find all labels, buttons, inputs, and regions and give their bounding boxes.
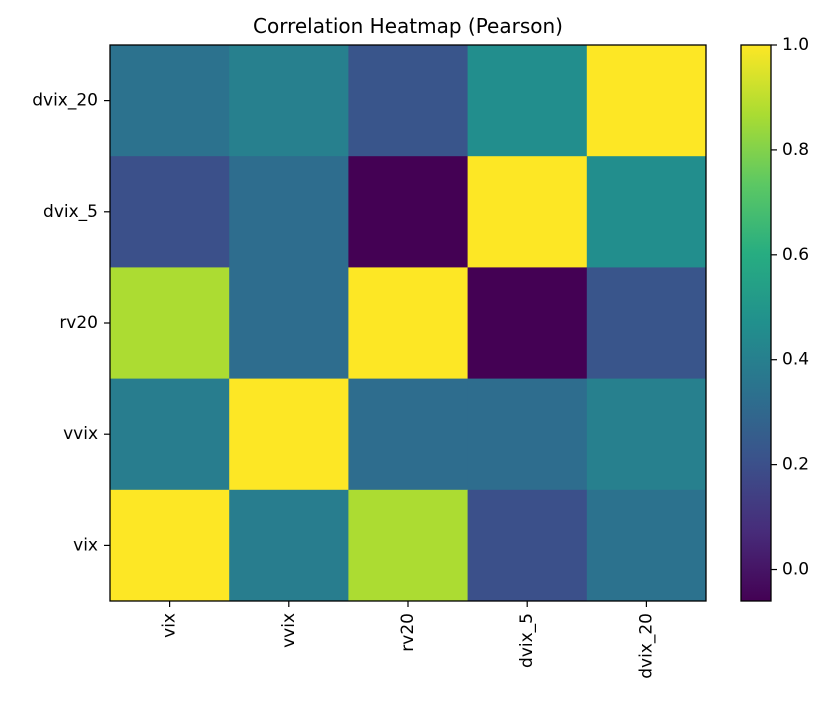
x-tick-label: dvix_5	[517, 613, 537, 668]
colorbar-tick-label: 0.8	[782, 140, 809, 160]
heatmap-cell	[348, 156, 469, 268]
y-axis: dvix_20 dvix_5 rv20 vvix vix	[32, 91, 110, 555]
x-tick-label: rv20	[398, 613, 418, 652]
y-tick-label: dvix_5	[43, 202, 98, 222]
y-tick-label: dvix_20	[32, 91, 98, 111]
colorbar-tick-label: 0.6	[782, 245, 809, 265]
heatmap-cell	[467, 156, 588, 268]
heatmap-cell	[467, 378, 588, 491]
colorbar-tick-label: 0.0	[782, 560, 809, 580]
colorbar-frame	[740, 44, 772, 602]
heatmap-cell	[229, 156, 349, 268]
heatmap-cell	[586, 267, 707, 380]
heatmap-cell	[110, 267, 230, 380]
heatmap-cell	[229, 378, 349, 491]
heatmap-cell	[348, 267, 469, 380]
heatmap-cell	[348, 45, 469, 157]
y-tick-label: vvix	[63, 424, 98, 444]
y-tick-label: vix	[73, 535, 98, 555]
heatmap-cell	[586, 45, 707, 157]
heatmap-cell	[348, 489, 469, 602]
chart-title: Correlation Heatmap (Pearson)	[253, 14, 563, 38]
heatmap-cell	[586, 489, 707, 602]
heatmap-cell	[110, 378, 230, 491]
heatmap-cell	[586, 156, 707, 268]
colorbar	[741, 45, 771, 601]
heatmap-cell	[467, 489, 588, 602]
heatmap-cells	[110, 45, 707, 602]
heatmap-cell	[467, 45, 588, 157]
colorbar-tick-label: 0.2	[782, 455, 809, 475]
x-tick-label: dvix_20	[636, 613, 656, 679]
heatmap-cell	[110, 489, 230, 602]
colorbar-axis: 0.0 0.2 0.4 0.6 0.8 1.0	[771, 35, 809, 580]
colorbar-tick-label: 1.0	[782, 35, 809, 55]
x-tick-label: vvix	[279, 613, 299, 648]
heatmap-cell	[110, 45, 230, 157]
heatmap-cell	[110, 156, 230, 268]
heatmap-cell	[229, 489, 349, 602]
heatmap-cell	[229, 267, 349, 380]
heatmap-cell	[348, 378, 469, 491]
heatmap-cell	[229, 45, 349, 157]
colorbar-tick-label: 0.4	[782, 350, 809, 370]
y-tick-label: rv20	[59, 313, 98, 333]
x-axis: vix vvix rv20 dvix_5 dvix_20	[160, 601, 656, 679]
heatmap-cell	[467, 267, 588, 380]
heatmap-cell	[586, 378, 707, 491]
x-tick-label: vix	[160, 613, 180, 638]
